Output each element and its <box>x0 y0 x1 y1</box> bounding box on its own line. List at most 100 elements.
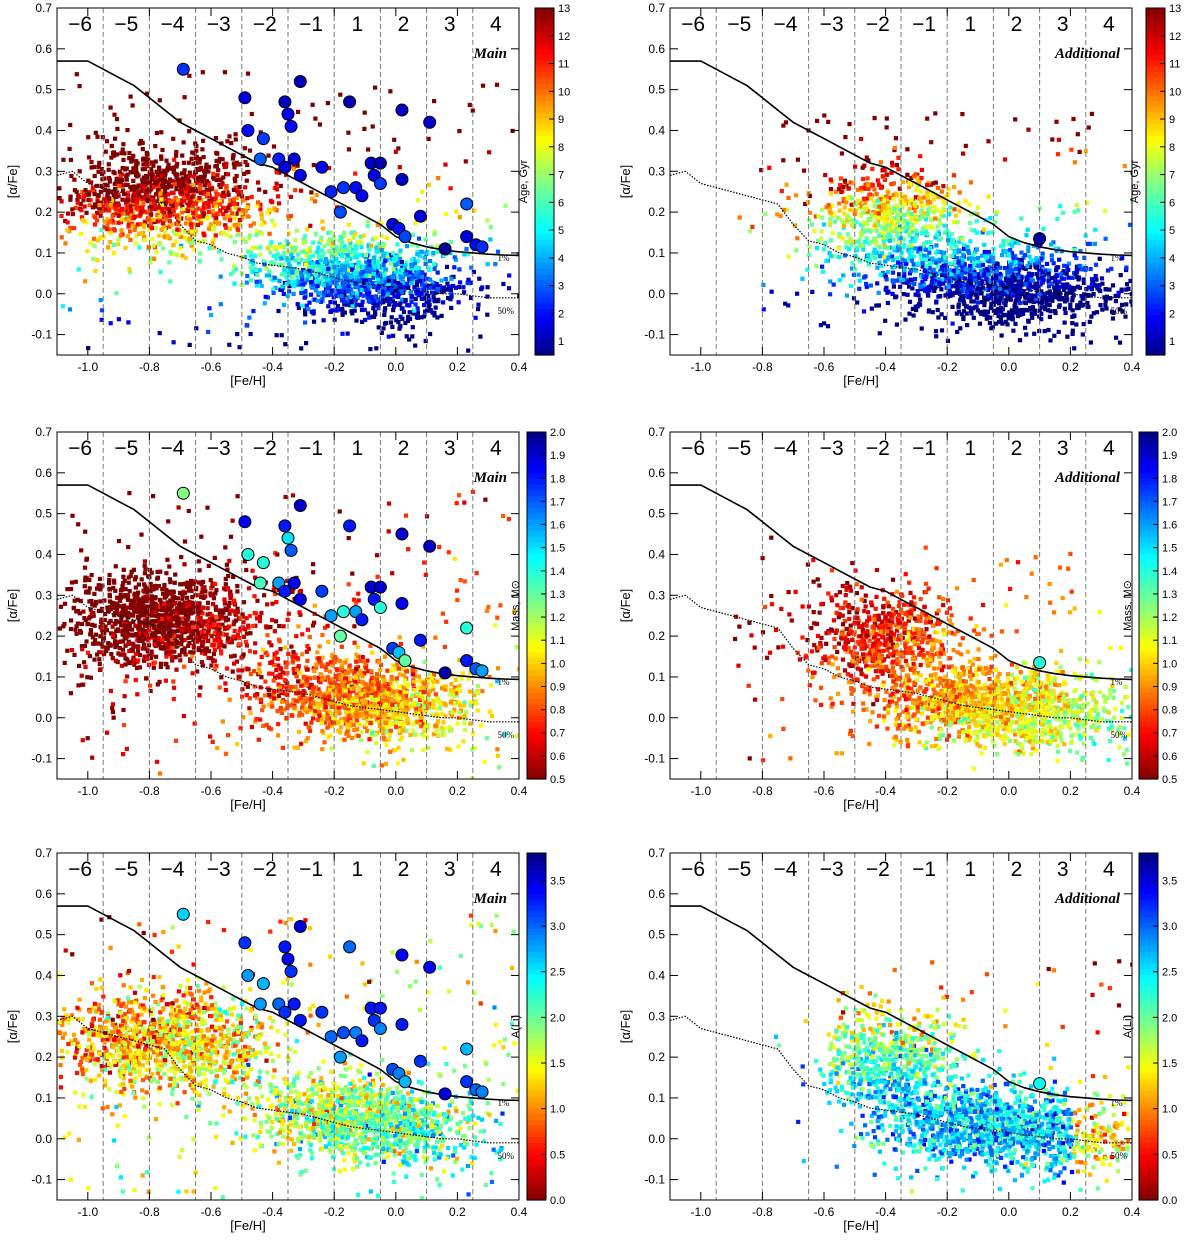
colorbar-segment <box>1146 291 1165 298</box>
colorbar-segment <box>527 858 546 866</box>
colorbar-segment <box>1139 1084 1158 1091</box>
bin-label: 2 <box>398 13 410 36</box>
colorbar-tick-label: 1.5 <box>1162 1058 1177 1070</box>
colorbar-segment <box>1139 565 1158 572</box>
x-tick-label: -1.0 <box>77 1205 98 1219</box>
highlight-point <box>256 132 270 146</box>
x-tick-label: -1.0 <box>690 1205 711 1219</box>
highlight-point <box>438 242 452 256</box>
bin-label: 1 <box>351 858 363 881</box>
colorbar-segment <box>1139 887 1158 895</box>
density-field <box>773 959 1132 1194</box>
colorbar-segment <box>1139 559 1158 566</box>
y-tick-label: 0.7 <box>648 425 665 439</box>
highlight-point <box>278 1005 292 1019</box>
colorbar-segment <box>527 1165 546 1172</box>
y-tick-label: 0.5 <box>648 928 665 942</box>
colorbar-segment <box>527 1003 546 1010</box>
colorbar-segment <box>527 726 546 734</box>
colorbar-tick-label: 1.7 <box>1162 496 1177 508</box>
colorbar-segment <box>527 761 546 769</box>
colorbar-segment <box>1146 71 1165 78</box>
colorbar-segment <box>535 198 554 206</box>
bin-label: −3 <box>820 13 844 36</box>
x-tick-label: 0.4 <box>1124 360 1141 374</box>
colorbar-segment <box>535 181 554 188</box>
colorbar-segment <box>1139 1049 1158 1057</box>
curve-50-percent-label: 50% <box>497 306 514 316</box>
colorbar-segment <box>535 274 554 281</box>
highlight-point <box>333 629 347 643</box>
highlight-point <box>373 177 387 191</box>
colorbar-tick-label: 3 <box>558 281 564 293</box>
colorbar-segment <box>1139 518 1158 526</box>
colorbar-segment <box>1139 1072 1158 1080</box>
colorbar-segment <box>1139 1165 1158 1172</box>
y-tick-label: 0.6 <box>648 42 665 56</box>
colorbar-tick-label: 0.5 <box>1162 774 1177 786</box>
x-tick-label: 0.0 <box>1000 784 1017 798</box>
colorbar-segment <box>527 443 546 450</box>
colorbar-segment <box>1139 530 1158 537</box>
colorbar-tick-label: 0.5 <box>550 774 565 786</box>
highlight-point <box>284 119 298 133</box>
colorbar-segment <box>1146 239 1165 246</box>
bin-label: −6 <box>68 13 92 36</box>
colorbar-segment <box>1139 853 1158 860</box>
colorbar-segment <box>1139 991 1158 999</box>
colorbar-segment <box>1139 605 1158 612</box>
colorbar-tick-label: 1.6 <box>1162 520 1177 532</box>
bin-label: −4 <box>161 437 185 460</box>
bin-label: 4 <box>1103 858 1115 881</box>
colorbar-segment <box>1139 738 1158 745</box>
highlight-point <box>287 152 301 166</box>
colorbar-segment <box>527 1066 546 1074</box>
highlight-point <box>336 605 350 619</box>
y-tick-label: 0.6 <box>35 466 52 480</box>
colorbar-segment <box>1139 460 1158 468</box>
bin-label: −2 <box>866 437 890 460</box>
x-tick-label: -1.0 <box>77 784 98 798</box>
y-tick-label: 0.0 <box>35 287 52 301</box>
colorbar-segment <box>535 146 554 154</box>
colorbar-segment <box>527 1153 546 1161</box>
highlight-points <box>1033 1077 1047 1091</box>
colorbar-segment <box>1139 698 1158 705</box>
colorbar-segment <box>535 19 554 26</box>
colorbar-tick-label: 3 <box>1169 281 1175 293</box>
bin-label: −5 <box>727 858 751 881</box>
highlight-point <box>293 74 307 88</box>
colorbar-segment <box>1139 1136 1158 1143</box>
colorbar-segment <box>1146 337 1165 345</box>
colorbar-segment <box>1146 245 1165 252</box>
colorbar-segment <box>1146 152 1165 159</box>
colorbar-segment <box>535 320 554 327</box>
highlight-point <box>278 95 292 109</box>
highlight-point <box>278 940 292 954</box>
colorbar-segment <box>1139 980 1158 987</box>
colorbar-segment <box>527 853 546 860</box>
colorbar-segment <box>527 634 546 641</box>
colorbar-segment <box>1139 1066 1158 1074</box>
colorbar-segment <box>527 680 546 688</box>
highlight-point <box>1033 232 1047 246</box>
colorbar-segment <box>1139 640 1158 647</box>
colorbar-segment <box>1146 19 1165 26</box>
colorbar-segment <box>527 991 546 999</box>
colorbar-tick-label: 3.0 <box>550 921 565 933</box>
colorbar-segment <box>527 732 546 740</box>
colorbar-segment <box>1146 256 1165 264</box>
highlight-point <box>423 960 437 974</box>
colorbar-segment <box>527 1055 546 1062</box>
curve-1-percent-label: 1% <box>497 253 510 263</box>
colorbar-tick-label: 2 <box>1169 308 1175 320</box>
highlight-point <box>315 584 329 598</box>
colorbar-segment <box>1139 1107 1158 1114</box>
colorbar-segment <box>1139 686 1158 693</box>
colorbar-segment <box>1146 13 1165 21</box>
colorbar-tick-label: 1.4 <box>1162 566 1177 578</box>
colorbar-segment <box>1139 1078 1158 1085</box>
colorbar-segment <box>1139 628 1158 636</box>
